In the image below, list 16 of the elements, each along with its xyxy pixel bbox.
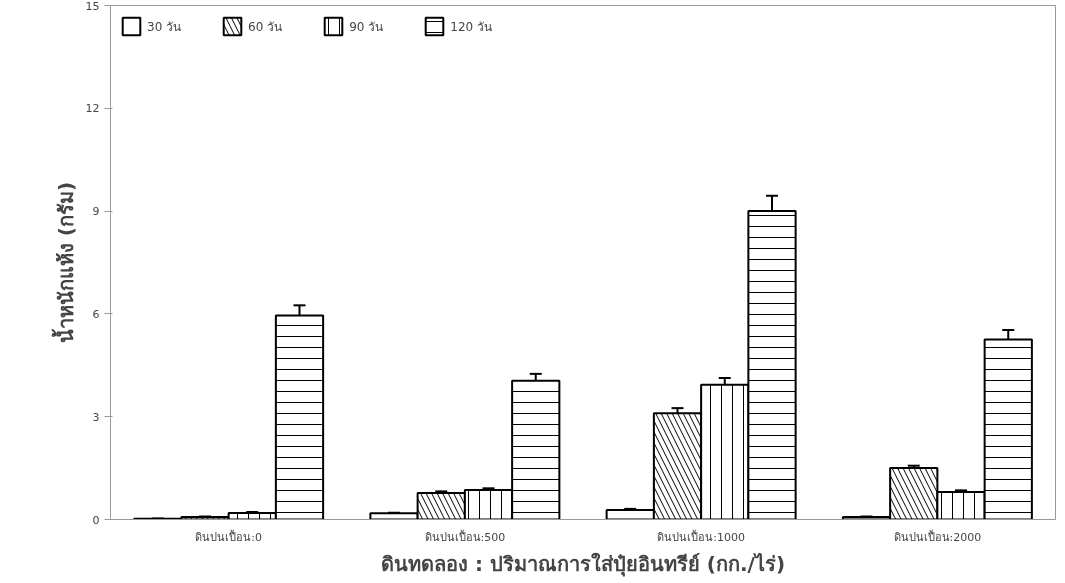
legend-label: 30 วัน	[147, 18, 182, 36]
y-tick-label: 3	[92, 410, 100, 424]
x-tick-label: ดินปนเปื้อน:500	[424, 528, 506, 544]
legend-label: 120 วัน	[450, 18, 492, 36]
y-tick-label: 12	[85, 102, 100, 116]
x-tick-label: ดินปนเปื้อน:2000	[893, 528, 982, 544]
legend-label: 60 วัน	[248, 18, 283, 36]
x-tick-label: ดินปนเปื้อน:0	[195, 528, 262, 544]
y-tick-label: 6	[92, 307, 100, 321]
x-axis-title: ดินทดลอง : ปริมาณการใส่ปุ๋ยอินทรีย์ (กก./ไร่)	[380, 551, 786, 577]
y-tick-label: 15	[85, 0, 100, 13]
y-axis-title: น้ำหนักแห้ง (กรัม)	[50, 181, 78, 344]
legend-label: 90 วัน	[349, 18, 384, 36]
y-tick-label: 0	[92, 513, 100, 527]
y-tick-label: 9	[92, 205, 100, 219]
x-tick-label: ดินปนเปื้อน:1000	[657, 528, 745, 544]
